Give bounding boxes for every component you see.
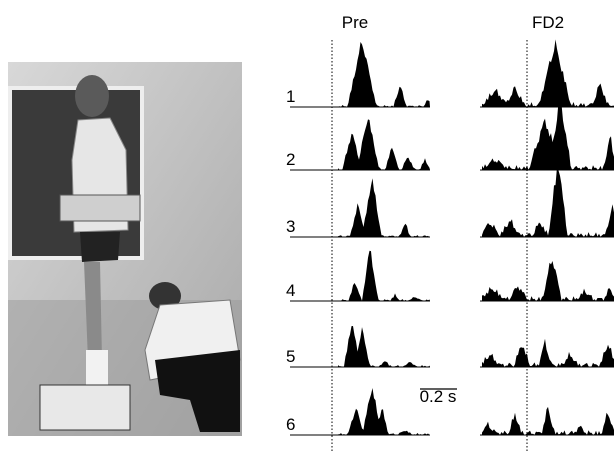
platform [40, 385, 130, 430]
histogram [482, 339, 614, 367]
shorts [80, 232, 120, 262]
traces [290, 39, 614, 435]
histogram [482, 167, 614, 237]
row-label: 3 [286, 217, 295, 236]
row-label: 6 [286, 415, 295, 434]
histogram [482, 407, 614, 435]
apparatus [60, 195, 140, 221]
photo [8, 62, 242, 436]
row-label: 5 [286, 347, 295, 366]
histogram [338, 42, 430, 107]
row-label: 2 [286, 150, 295, 169]
sock [86, 350, 108, 386]
histogram [482, 261, 614, 301]
histogram [338, 326, 430, 367]
histogram [338, 251, 430, 301]
figure: Pre FD2 0.2 s 1 2 3 4 5 6 [0, 0, 614, 452]
row-label: 4 [286, 281, 295, 300]
column-header: Pre [342, 13, 368, 32]
histogram [338, 388, 430, 435]
histogram [482, 39, 614, 107]
histogram [482, 102, 614, 171]
column-header: FD2 [532, 13, 564, 32]
row-label: 1 [286, 87, 295, 106]
histogram [338, 119, 430, 170]
scale-label: 0.2 s [420, 387, 457, 406]
head [75, 75, 109, 117]
histogram [338, 178, 430, 237]
